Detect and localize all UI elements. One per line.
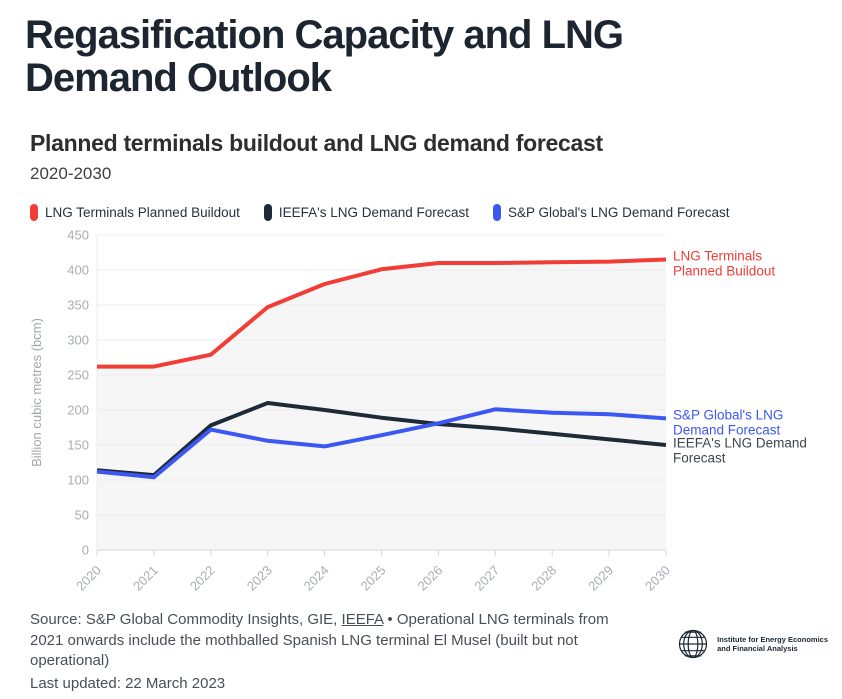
legend-item-ieefa-s-lng-demand-forecast[interactable]: IEEFA's LNG Demand Forecast [263,204,470,222]
x-tick-label-2021: 2021 [130,563,161,594]
chart-area: 0 50 100 150 200 250 300 350 400 450 2020 2021 2022 2… [25,227,842,610]
logo-text: Institute for Energy Economics and Finan… [717,635,828,655]
x-tick-label-2028: 2028 [528,563,559,594]
x-tick-label-2025: 2025 [358,563,389,594]
legend-chip-icon [493,204,502,222]
series-line-ieefa-s-lng-demand-forecast [96,401,667,478]
y-tick-label-50: 50 [75,508,89,523]
line-chart: 0 50 100 150 200 250 300 350 400 450 2020 2021 2022 2… [29,228,807,594]
chart-card: Planned terminals buildout and LNG deman… [25,130,842,694]
y-axis-title: Billion cubic metres (bcm) [29,318,44,467]
legend-chip-icon [30,204,38,222]
legend-label: S&P Global's LNG Demand Forecast [508,205,730,221]
area-fill-lng-terminals-planned-buildout [97,259,666,551]
source-line: Source: S&P Global Commodity Insights, G… [30,610,618,672]
series-annotation-ieefa-s-lng-demand-forecast-line2: Forecast [673,451,726,466]
logo-text-line1: Institute for Energy Economics [717,634,828,644]
x-tick-label-2029: 2029 [585,563,616,594]
series-line-s-p-global-s-lng-demand-forecast [96,407,667,480]
y-tick-label-100: 100 [67,473,89,488]
globe-icon [679,630,708,659]
last-updated: Last updated: 22 March 2023 [30,675,226,693]
y-tick-label-250: 250 [67,368,89,383]
legend-item-s-p-global-s-lng-demand-forecast[interactable]: S&P Global's LNG Demand Forecast [493,204,730,222]
legend-item-lng-terminals-planned-buildout[interactable]: LNG Terminals Planned Buildout [30,204,240,222]
x-tick-label-2027: 2027 [471,563,502,594]
series-annotation-s-p-global-s-lng-demand-forecast-line1: S&P Global's LNG [673,408,783,423]
legend-label: LNG Terminals Planned Buildout [45,205,240,221]
y-tick-label-300: 300 [67,333,89,348]
legend-chip-icon [263,204,272,222]
ieefa-logo: Institute for Energy Economics and Finan… [675,626,828,662]
y-tick-label-400: 400 [67,263,89,278]
chart-subheading: 2020-2030 [30,164,112,184]
source-prefix: Source: S&P Global Commodity Insights, G… [30,611,342,629]
series-annotation-lng-terminals-planned-buildout-line2: Planned Buildout [673,264,775,279]
y-tick-label-0: 0 [82,543,89,558]
x-tick-label-2022: 2022 [187,563,218,594]
legend-label: IEEFA's LNG Demand Forecast [278,205,470,221]
series-annotation-ieefa-s-lng-demand-forecast-line1: IEEFA's LNG Demand [673,436,807,451]
x-tick-label-2024: 2024 [301,563,332,594]
page-title: Regasification Capacity and LNG Demand O… [25,13,624,101]
x-tick-label-2023: 2023 [244,563,275,594]
series-line-lng-terminals-planned-buildout [97,257,667,369]
y-tick-label-350: 350 [67,298,89,313]
source-suffix: • Operational LNG terminals from 2021 on… [30,611,609,670]
source-note: Source: S&P Global Commodity Insights, G… [30,610,618,694]
series-annotation-s-p-global-s-lng-demand-forecast-line2: Demand Forecast [673,423,781,438]
y-tick-label-150: 150 [67,438,89,453]
chart-heading: Planned terminals buildout and LNG deman… [30,130,603,157]
x-tick-label-2026: 2026 [414,563,445,594]
logo-text-line2: and Financial Analysis [717,644,798,654]
y-tick-label-450: 450 [67,228,89,243]
chart-footer: Source: S&P Global Commodity Insights, G… [25,610,842,694]
ieefa-link[interactable]: IEEFA [341,611,384,629]
x-tick-label-2030: 2030 [642,563,673,594]
chart-legend: LNG Terminals Planned Buildout IEEFA's LN… [30,204,842,222]
series-annotation-lng-terminals-planned-buildout-line1: LNG Terminals [673,249,762,264]
y-tick-label-200: 200 [67,403,89,418]
x-tick-label-2020: 2020 [73,563,104,594]
